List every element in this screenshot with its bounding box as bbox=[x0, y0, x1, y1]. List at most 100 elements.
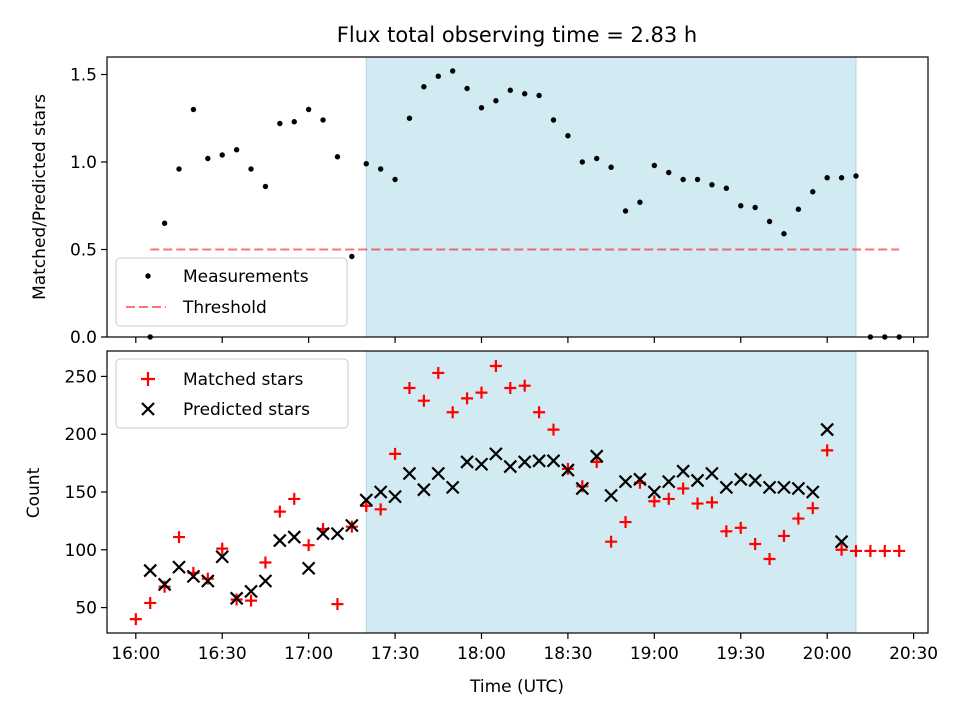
measurement-point bbox=[651, 162, 658, 169]
count-x-ticks: 16:00 16:30 17:00 17:30 18:00 18:30 19:00 19:30… bbox=[111, 633, 938, 664]
measurement-point bbox=[190, 106, 197, 113]
ratio-y-label: Matched/Predicted stars bbox=[30, 94, 50, 300]
measurement-point bbox=[536, 92, 542, 99]
matched-point bbox=[475, 386, 488, 399]
matched-point bbox=[432, 366, 445, 379]
matched-point bbox=[734, 521, 747, 534]
measurement-point bbox=[219, 152, 225, 158]
predicted-point bbox=[633, 472, 647, 487]
matched-point bbox=[129, 613, 142, 626]
measurement-point bbox=[334, 154, 341, 160]
measurement-point bbox=[320, 117, 326, 123]
predicted-point bbox=[445, 480, 460, 495]
measurement-point bbox=[622, 208, 629, 214]
predicted-point bbox=[705, 466, 719, 481]
predicted-point bbox=[273, 533, 287, 548]
predicted-point bbox=[777, 480, 791, 495]
x-tick-label: 17:00 bbox=[284, 644, 333, 664]
measurement-point bbox=[248, 166, 254, 172]
y-tick-label: 0.5 bbox=[70, 241, 97, 261]
predicted-point bbox=[258, 574, 273, 588]
x-tick-label: 20:30 bbox=[889, 644, 938, 664]
measurement-point bbox=[377, 166, 384, 172]
predicted-point bbox=[820, 422, 834, 437]
predicted-point bbox=[489, 447, 503, 461]
measurement-point bbox=[349, 253, 355, 260]
matched-point bbox=[590, 455, 603, 468]
matched-point bbox=[489, 360, 502, 373]
predicted-point bbox=[719, 480, 734, 495]
measurement-point bbox=[291, 119, 297, 125]
predicted-point bbox=[676, 464, 690, 478]
matched-point bbox=[749, 538, 762, 551]
measurement-point bbox=[781, 231, 787, 237]
ratio-legend-box bbox=[115, 257, 348, 327]
measurement-point bbox=[795, 206, 802, 212]
matched-point bbox=[893, 544, 906, 557]
y-tick-label: 150 bbox=[65, 483, 97, 503]
predicted-point bbox=[517, 455, 532, 469]
predicted-point bbox=[561, 463, 575, 477]
predicted-point bbox=[460, 455, 474, 469]
x-tick-label: 18:30 bbox=[543, 644, 592, 664]
measurement-point bbox=[838, 175, 845, 181]
measurement-point bbox=[363, 161, 369, 167]
predicted-point bbox=[532, 454, 546, 468]
matched-point bbox=[662, 492, 675, 505]
predicted-point bbox=[589, 449, 604, 463]
matched-point bbox=[691, 497, 704, 510]
predicted-point bbox=[431, 466, 446, 481]
ratio-y-ticks: 0.0 0.5 1.0 1.5 bbox=[70, 66, 107, 348]
y-tick-label: 1.0 bbox=[70, 153, 97, 173]
matched-point bbox=[677, 482, 690, 495]
y-tick-label: 100 bbox=[65, 541, 97, 561]
matched-point bbox=[533, 406, 546, 419]
matched-point bbox=[605, 535, 618, 548]
measurement-point bbox=[464, 85, 470, 92]
count-y-label: Count bbox=[24, 467, 44, 518]
predicted-point bbox=[244, 584, 258, 599]
predicted-point bbox=[647, 485, 662, 499]
measurement-point bbox=[824, 175, 830, 181]
predicted-point bbox=[172, 560, 186, 574]
measurement-point bbox=[680, 176, 686, 183]
predicted-point bbox=[402, 466, 417, 481]
matched-point bbox=[302, 539, 315, 552]
measurement-point bbox=[406, 115, 413, 121]
legend-label-measurements: Measurements bbox=[183, 267, 309, 287]
measurement-point bbox=[709, 182, 715, 188]
y-tick-label: 1.5 bbox=[70, 66, 97, 86]
matched-point bbox=[216, 542, 229, 555]
measurement-point bbox=[449, 68, 456, 74]
matched-point bbox=[792, 512, 805, 525]
measurement-point bbox=[493, 98, 499, 104]
matched-point bbox=[331, 598, 344, 611]
predicted-point bbox=[733, 472, 748, 487]
predicted-point bbox=[791, 481, 806, 496]
count-y-ticks: 50 100 150 200 250 bbox=[65, 367, 107, 619]
predicted-point bbox=[618, 474, 633, 489]
measurement-point bbox=[507, 87, 513, 93]
legend-label-matched: Matched stars bbox=[183, 370, 303, 390]
predicted-point bbox=[474, 457, 489, 472]
matched-point bbox=[273, 505, 286, 518]
observing-span bbox=[365, 350, 857, 634]
ratio-axes-frame bbox=[106, 56, 929, 338]
x-tick-label: 18:00 bbox=[457, 644, 506, 664]
y-tick-label: 250 bbox=[65, 367, 97, 387]
matched-point bbox=[417, 394, 430, 407]
count-panel: 50 100 150 200 250 16:00 16:30 17:00 17:30 18:00… bbox=[24, 350, 938, 697]
legend-marker-predicted bbox=[141, 402, 155, 416]
measurement-point bbox=[752, 204, 758, 211]
measurement-point bbox=[723, 185, 730, 191]
legend-label-threshold: Threshold bbox=[182, 298, 267, 318]
predicted-point bbox=[301, 561, 316, 576]
matched-point bbox=[720, 525, 733, 538]
count-legend-box bbox=[115, 358, 349, 429]
y-tick-label: 50 bbox=[75, 599, 97, 619]
count-legend: Matched stars Predicted stars bbox=[115, 358, 349, 429]
predicted-point bbox=[330, 526, 345, 541]
predicted-point bbox=[143, 563, 157, 578]
matched-point bbox=[374, 503, 387, 516]
ratio-x-ticks bbox=[135, 337, 915, 343]
